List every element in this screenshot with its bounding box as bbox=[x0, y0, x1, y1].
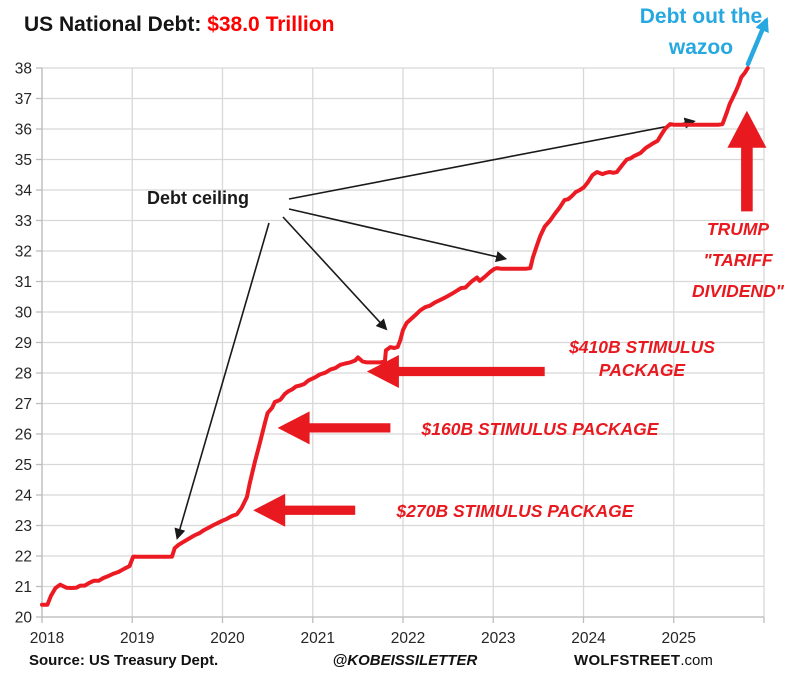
chart-title-value: $38.0 Trillion bbox=[207, 13, 335, 36]
y-tick-label: 33 bbox=[15, 213, 32, 230]
x-tick-label: 2024 bbox=[571, 630, 606, 647]
wolfstreet-name: WOLFSTREET bbox=[574, 652, 681, 669]
trump-line3: DIVIDEND" bbox=[692, 281, 784, 301]
stimulus-arrow-$410b bbox=[366, 355, 545, 388]
wazoo-line1: Debt out the bbox=[639, 5, 763, 28]
chart-title: US National Debt: $38.0 Trillion bbox=[24, 13, 334, 37]
stimulus-160-annotation: $160B STIMULUS PACKAGE bbox=[421, 419, 659, 439]
debt-ceiling-arrow bbox=[288, 117, 696, 200]
trump-tariff-annotation: TRUMP "TARIFF DIVIDEND" bbox=[660, 214, 800, 307]
x-tick-label: 2019 bbox=[120, 630, 154, 647]
y-tick-label: 36 bbox=[15, 121, 32, 138]
y-tick-label: 23 bbox=[15, 518, 32, 535]
trump-line2: "TARIFF bbox=[703, 250, 773, 270]
y-tick-label: 35 bbox=[15, 152, 32, 169]
x-tick-label: 2021 bbox=[301, 630, 335, 647]
debt-ceiling-label: Debt ceiling bbox=[147, 188, 250, 208]
stimulus-arrow-$270b bbox=[253, 493, 356, 527]
y-tick-label: 29 bbox=[15, 335, 32, 352]
y-tick-label: 21 bbox=[15, 579, 32, 596]
y-tick-label: 24 bbox=[15, 487, 33, 504]
wolfstreet-suffix: .com bbox=[680, 652, 713, 669]
debt-ceiling-arrow bbox=[174, 222, 270, 540]
source-credit: Source: US Treasury Dept. bbox=[29, 652, 219, 669]
chart-title-prefix: US National Debt: bbox=[24, 13, 208, 36]
trump-line1: TRUMP bbox=[706, 219, 770, 239]
trump-up-arrow bbox=[727, 110, 767, 212]
debt-ceiling-arrow bbox=[282, 216, 388, 331]
wazoo-line2: wazoo bbox=[668, 36, 734, 59]
y-tick-label: 38 bbox=[15, 60, 32, 77]
stimulus-410-line2: PACKAGE bbox=[598, 360, 686, 380]
y-tick-label: 32 bbox=[15, 243, 32, 260]
debt-ceiling-arrow bbox=[288, 208, 508, 263]
x-tick-label: 2018 bbox=[30, 630, 64, 647]
y-tick-label: 31 bbox=[15, 274, 32, 291]
y-tick-label: 25 bbox=[15, 457, 32, 474]
y-tick-label: 34 bbox=[15, 182, 33, 199]
y-tick-label: 20 bbox=[15, 609, 33, 626]
wazoo-annotation: Debt out the wazoo bbox=[608, 1, 794, 63]
wolfstreet-credit: WOLFSTREET.com bbox=[574, 652, 713, 669]
wazoo-arrow bbox=[745, 17, 769, 67]
y-tick-label: 26 bbox=[15, 426, 32, 443]
y-tick-label: 28 bbox=[15, 365, 32, 382]
stimulus-410-line1: $410B STIMULUS bbox=[569, 337, 715, 357]
y-tick-label: 27 bbox=[15, 396, 32, 413]
debt-line bbox=[40, 66, 750, 607]
y-tick-label: 30 bbox=[15, 304, 33, 321]
y-tick-label: 22 bbox=[15, 548, 32, 565]
stimulus-arrow-$160b bbox=[277, 411, 391, 445]
stimulus-270-annotation: $270B STIMULUS PACKAGE bbox=[396, 501, 634, 521]
x-tick-label: 2025 bbox=[662, 630, 696, 647]
x-tick-label: 2022 bbox=[391, 630, 425, 647]
x-tick-label: 2023 bbox=[481, 630, 515, 647]
y-tick-label: 37 bbox=[15, 91, 32, 108]
kobeissi-handle: @KOBEISSILETTER bbox=[332, 652, 478, 669]
stimulus-410-annotation: $410B STIMULUS PACKAGE bbox=[532, 336, 752, 382]
x-tick-label: 2020 bbox=[210, 630, 245, 647]
